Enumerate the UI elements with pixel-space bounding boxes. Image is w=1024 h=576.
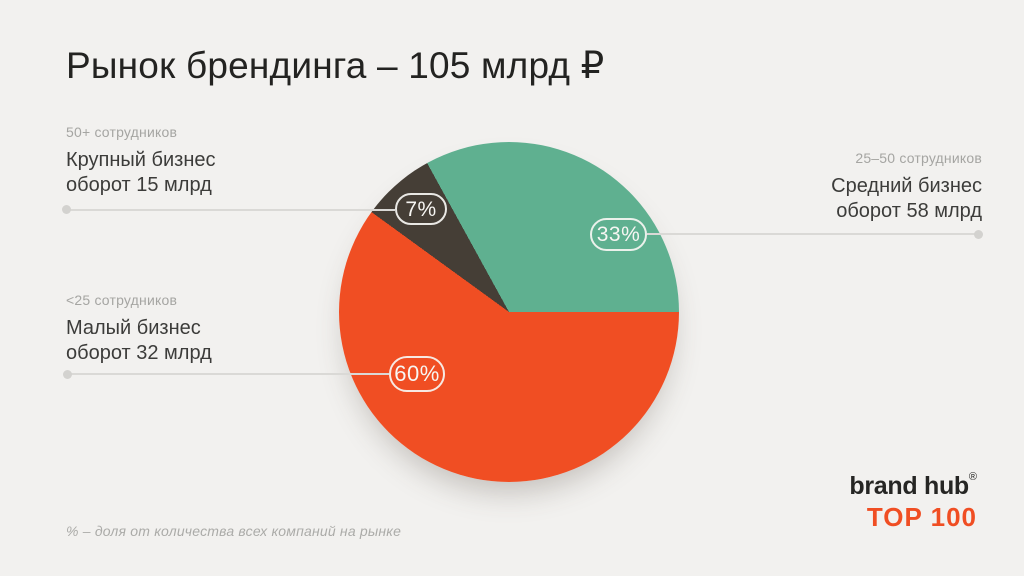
callout-medium-business: 25–50 сотрудников Средний бизнес оборот … [831, 150, 982, 224]
top100-label: TOP 100 [866, 502, 977, 532]
large-business-name-revenue: Крупный бизнес оборот 15 млрд [66, 148, 216, 198]
small-business-revenue: оборот 32 млрд [66, 342, 212, 364]
small-business-employees: <25 сотрудников [66, 292, 178, 308]
medium-business-name: Средний бизнес [831, 175, 982, 197]
small-business-name-revenue: Малый бизнес оборот 32 млрд [66, 316, 212, 366]
large-business-name: Крупный бизнес [66, 149, 216, 171]
leader-dot-large-business [62, 205, 71, 214]
callout-small-business: <25 сотрудников Малый бизнес оборот 32 м… [66, 292, 212, 366]
registered-mark: ® [968, 471, 977, 483]
large-business-revenue: оборот 15 млрд [66, 174, 212, 196]
badge-7-percent: 7% [395, 193, 447, 225]
page-title: Рынок брендинга – 105 млрд ₽ [66, 45, 605, 86]
badge-60-percent: 60% [389, 356, 445, 392]
medium-business-revenue: оборот 58 млрд [836, 200, 982, 222]
medium-business-name-revenue: Средний бизнес оборот 58 млрд [831, 174, 982, 224]
leader-line-medium-business [647, 233, 979, 235]
medium-business-employees: 25–50 сотрудников [855, 150, 982, 166]
leader-dot-medium-business [974, 230, 983, 239]
badge-33-percent: 33% [590, 218, 647, 251]
large-business-employees: 50+ сотрудников [66, 124, 178, 140]
footnote: % – доля от количества всех компаний на … [66, 523, 402, 539]
brand-logo-wordmark: brand hub® [849, 471, 977, 500]
leader-line-large-business [66, 209, 395, 211]
small-business-name: Малый бизнес [66, 317, 201, 339]
brand-logo: brand hub® TOP 100 [849, 471, 977, 532]
brand-logo-text: brand hub [849, 472, 969, 500]
pie-chart [339, 142, 679, 482]
leader-dot-small-business [63, 370, 72, 379]
callout-large-business: 50+ сотрудников Крупный бизнес оборот 15… [66, 124, 216, 198]
leader-line-small-business [66, 373, 389, 375]
